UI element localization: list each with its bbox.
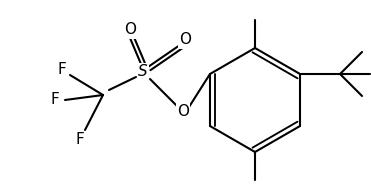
Text: S: S [138, 64, 148, 79]
Text: F: F [76, 132, 84, 147]
Text: F: F [50, 93, 59, 108]
Text: O: O [177, 105, 189, 120]
Text: F: F [58, 63, 66, 78]
Text: O: O [179, 32, 191, 48]
Text: O: O [124, 22, 136, 37]
